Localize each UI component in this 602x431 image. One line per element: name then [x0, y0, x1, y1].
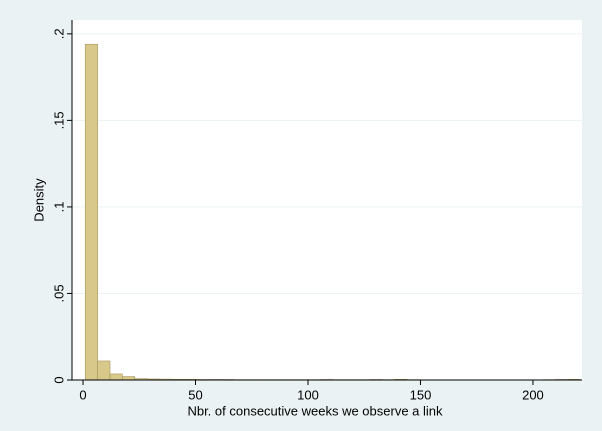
x-tick-label: 50 [188, 387, 202, 402]
y-tick-label: .15 [51, 111, 66, 129]
y-axis-title: Density [31, 178, 46, 222]
x-tick-label: 200 [522, 387, 544, 402]
x-axis-title: Nbr. of consecutive weeks we observe a l… [187, 403, 443, 418]
y-tick-label: 0 [51, 376, 66, 383]
x-tick-label: 150 [410, 387, 432, 402]
bar [109, 373, 123, 381]
bar [122, 376, 136, 381]
plot-region [72, 20, 582, 380]
y-tick-label: .1 [51, 202, 66, 213]
bar [84, 43, 98, 381]
x-tick-label: 0 [79, 387, 86, 402]
y-tick-label: .2 [51, 28, 66, 39]
bar [97, 360, 111, 381]
x-tick-label: 100 [297, 387, 319, 402]
y-tick-label: .05 [51, 284, 66, 302]
